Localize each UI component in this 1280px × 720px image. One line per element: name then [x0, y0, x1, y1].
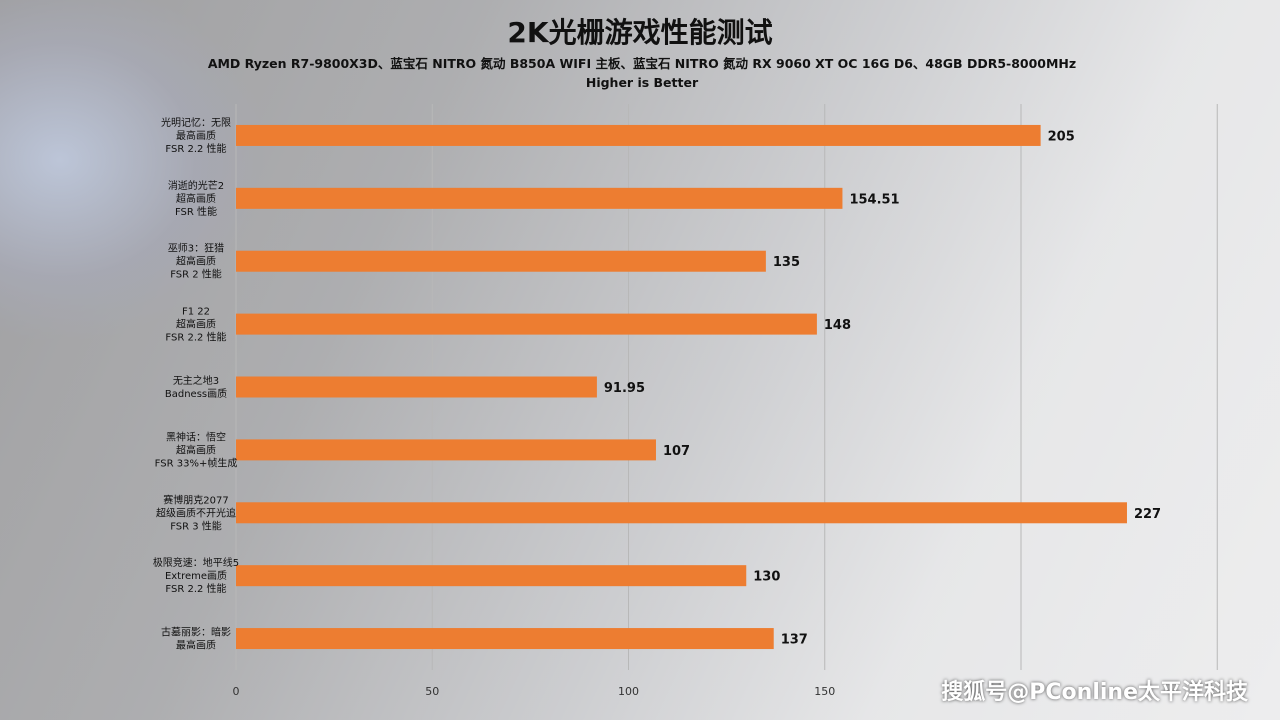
category-label: 最高画质	[176, 129, 216, 142]
bar	[236, 124, 1041, 146]
chart-title: 2K光栅游戏性能测试	[507, 16, 772, 49]
bar	[236, 313, 817, 335]
bar	[236, 250, 766, 272]
bar	[236, 565, 747, 587]
bar	[236, 628, 774, 650]
watermark-text: 搜狐号@PConline太平洋科技	[941, 680, 1248, 705]
data-label: 205	[1048, 129, 1075, 144]
category-label: 黑神话：悟空	[166, 430, 226, 443]
category-label: FSR 2.2 性能	[165, 582, 226, 595]
bar	[236, 439, 656, 461]
bars-layer	[236, 124, 1127, 650]
x-tick-label: 150	[814, 685, 835, 698]
data-label: 107	[663, 444, 690, 459]
category-label: 赛博朋克2077	[163, 493, 228, 506]
chart-subtitle-line-2: Higher is Better	[586, 75, 699, 90]
category-label: FSR 3 性能	[170, 519, 222, 532]
category-label: F1 22	[182, 307, 210, 318]
bar	[236, 376, 597, 398]
category-label: FSR 33%+帧生成	[155, 456, 238, 469]
category-label: FSR 2.2 性能	[165, 142, 226, 155]
category-label: 消逝的光芒2	[168, 179, 224, 192]
category-label: FSR 性能	[175, 205, 217, 218]
category-label: 最高画质	[176, 639, 216, 652]
category-label: 超高画质	[176, 318, 216, 331]
data-label: 137	[781, 633, 808, 648]
chart-subtitle-line-1: AMD Ryzen R7-9800X3D、蓝宝石 NITRO 氮动 B850A …	[208, 56, 1076, 71]
category-label: 极限竞速：地平线5	[153, 556, 239, 569]
bar	[236, 187, 843, 209]
category-label: 古墓丽影：暗影	[161, 626, 231, 639]
data-label: 91.95	[604, 381, 645, 396]
x-axis-ticks: 0 50 100 150	[233, 685, 836, 698]
x-tick-label: 50	[425, 685, 439, 698]
category-label: 超高画质	[176, 255, 216, 268]
category-label: 巫师3：狂猎	[168, 242, 224, 255]
category-label: FSR 2.2 性能	[165, 331, 226, 344]
category-label: 光明记忆：无限	[161, 116, 231, 129]
category-label: Badness画质	[165, 388, 227, 400]
data-label: 130	[753, 570, 780, 585]
data-label: 135	[773, 255, 800, 270]
data-label: 148	[824, 318, 851, 333]
data-label: 227	[1134, 507, 1161, 522]
category-label: 超高画质	[176, 443, 216, 456]
category-label: 超高画质	[176, 192, 216, 205]
data-label: 154.51	[849, 192, 899, 207]
category-label: FSR 2 性能	[170, 268, 222, 281]
bar	[236, 502, 1127, 524]
x-tick-label: 0	[233, 685, 240, 698]
category-label: Extreme画质	[165, 570, 227, 582]
category-label: 超级画质不开光追	[156, 506, 236, 519]
category-label: 无主之地3	[173, 374, 219, 387]
x-tick-label: 100	[618, 685, 639, 698]
